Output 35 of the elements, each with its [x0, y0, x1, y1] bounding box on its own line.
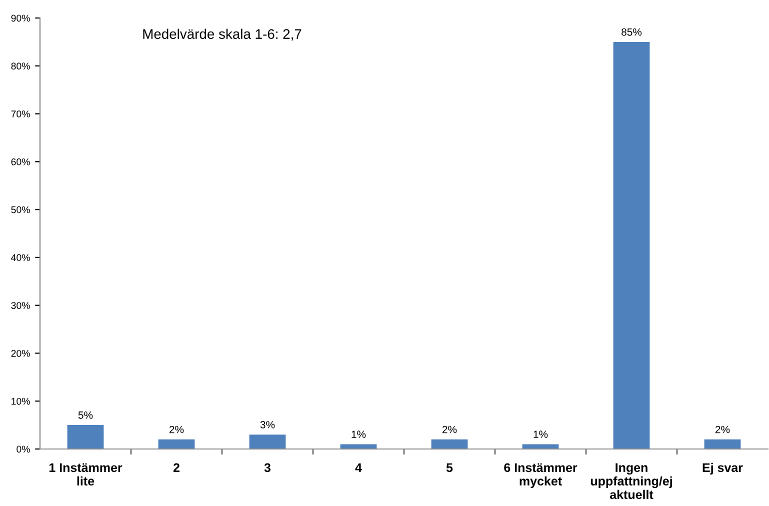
x-tick-label: Ej svar [702, 462, 743, 475]
bar [249, 434, 286, 449]
data-label: 3% [260, 421, 275, 428]
y-tick-label: 40% [11, 254, 30, 262]
bar [704, 439, 741, 449]
y-tick-label: 50% [11, 206, 30, 214]
x-tick-label: 2 [173, 463, 180, 472]
y-tick-label: 0% [16, 446, 30, 453]
x-tick-label: 4 [355, 463, 362, 472]
data-label: 5% [78, 412, 93, 419]
x-tick-label: 5 [446, 463, 453, 472]
y-tick-label: 30% [11, 302, 30, 309]
x-tick-label: 6 Instämmer mycket [504, 463, 578, 488]
y-tick-label: 60% [11, 158, 30, 166]
x-tick-label: 3 [264, 463, 271, 472]
bar [613, 42, 650, 449]
y-tick-label: 90% [11, 14, 30, 22]
bar [340, 444, 377, 449]
bar [431, 439, 468, 449]
data-label: 85% [622, 28, 642, 36]
data-label: 1% [352, 430, 366, 438]
bar [522, 444, 559, 449]
x-tick-label: 1 Instämmer lite [49, 463, 122, 486]
y-tick-label: 10% [12, 398, 30, 405]
data-label: 2% [169, 426, 184, 434]
bar [158, 439, 195, 449]
bar [67, 425, 104, 449]
annotation: Medelvärde skala 1-6: 2,7 [143, 28, 302, 41]
data-label: 2% [715, 426, 730, 434]
y-tick-label: 70% [11, 110, 30, 118]
data-label: 2% [442, 426, 457, 434]
data-label: 1% [534, 430, 548, 438]
x-tick-label: Ingen uppfattning/ej aktuellt [590, 463, 672, 500]
y-tick-label: 80% [11, 62, 30, 70]
y-tick-label: 20% [11, 350, 30, 357]
